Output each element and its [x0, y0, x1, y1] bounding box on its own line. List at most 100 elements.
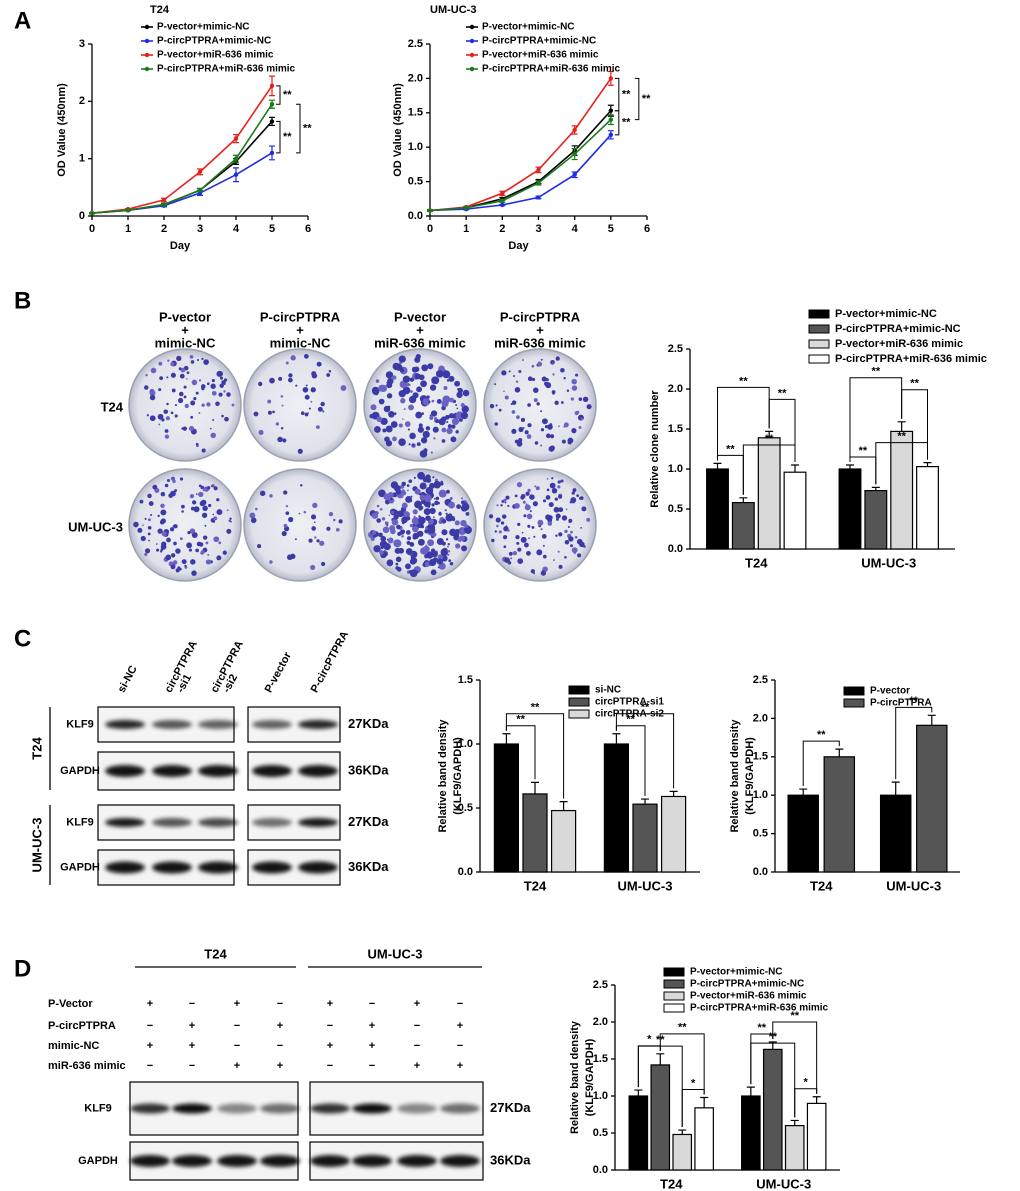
lane-label: si-NC	[116, 664, 140, 695]
error-bar	[790, 1119, 799, 1126]
colony	[218, 392, 223, 397]
condition-sign: −	[234, 1020, 240, 1032]
panel-label: A	[14, 7, 31, 34]
colony	[431, 399, 435, 403]
colony	[442, 370, 451, 379]
blot-band	[310, 1103, 350, 1114]
colony	[540, 528, 543, 531]
data-point	[536, 167, 541, 173]
colony	[534, 441, 539, 445]
colony	[549, 445, 555, 451]
legend-swatch	[663, 1003, 685, 1013]
colony	[542, 554, 547, 559]
colony	[280, 427, 284, 430]
colony	[144, 385, 149, 390]
group-header: T24	[204, 946, 227, 961]
x-tick-label: 5	[269, 223, 275, 235]
colony	[161, 531, 167, 537]
colony	[160, 491, 166, 497]
colony	[212, 418, 215, 422]
colony	[148, 539, 150, 542]
colony	[429, 415, 434, 420]
protein-label: GAPDH	[60, 765, 100, 777]
colony	[218, 541, 222, 545]
colony	[384, 436, 390, 443]
data-point	[125, 208, 131, 213]
colony	[297, 448, 303, 454]
condition-sign: +	[277, 1020, 283, 1032]
blot-band	[217, 1103, 257, 1114]
colony	[406, 382, 410, 387]
blot-band	[105, 720, 145, 729]
colony	[148, 501, 154, 506]
colony	[527, 404, 530, 407]
x-tick-label: 0	[89, 223, 95, 235]
colony	[160, 509, 167, 516]
colony	[421, 364, 429, 372]
colony	[310, 400, 313, 403]
colony	[408, 443, 411, 446]
blot-band	[152, 765, 192, 777]
colony	[576, 494, 579, 497]
bar	[806, 1102, 827, 1171]
colony	[190, 415, 194, 419]
bar	[522, 793, 548, 873]
condition-sign: −	[234, 1040, 240, 1052]
colony	[288, 373, 293, 378]
colony	[445, 499, 450, 504]
colony	[424, 561, 431, 567]
bar	[603, 743, 630, 873]
colony	[191, 570, 197, 576]
colony	[416, 442, 421, 447]
colony	[507, 504, 510, 508]
condition-sign: +	[234, 998, 240, 1010]
colony	[540, 410, 543, 413]
colony	[401, 535, 404, 538]
colony	[531, 364, 535, 368]
colony	[503, 390, 505, 393]
colony	[204, 524, 207, 527]
colony	[166, 537, 171, 543]
colony	[533, 535, 536, 538]
data-point	[269, 102, 275, 107]
colony	[534, 485, 537, 488]
colony	[512, 550, 518, 556]
significance-label: **	[726, 443, 735, 455]
colony	[422, 430, 430, 439]
colony	[563, 425, 566, 428]
colony	[405, 530, 411, 535]
colony	[503, 545, 507, 549]
colony	[448, 501, 456, 509]
colony	[431, 503, 435, 507]
y-tick-label: 2.0	[668, 383, 683, 395]
colony	[527, 376, 533, 382]
colony	[386, 524, 389, 527]
colony	[435, 370, 444, 378]
colony	[157, 514, 160, 518]
bar	[823, 756, 856, 873]
colony	[462, 389, 470, 397]
y-tick-label: 1.0	[753, 789, 768, 801]
colony	[147, 493, 152, 499]
blot-band	[198, 861, 238, 874]
colony	[200, 485, 205, 490]
y-tick-label: 0.0	[408, 210, 423, 222]
colony	[456, 407, 459, 410]
colony	[175, 548, 181, 554]
y-tick-label: 2	[79, 95, 85, 107]
legend-label: P-circPTPRA+miR-636 mimic	[157, 64, 296, 75]
colony	[175, 568, 180, 573]
size-label: 36KDa	[490, 1152, 531, 1167]
data-point	[197, 188, 203, 193]
colony	[434, 500, 439, 506]
colony	[580, 417, 584, 421]
data-point	[427, 208, 433, 213]
colony	[540, 444, 543, 447]
colony	[554, 497, 558, 501]
colony	[425, 486, 434, 495]
colony	[407, 428, 410, 431]
y-axis-label: Relative clone number	[649, 390, 661, 508]
colony	[537, 361, 541, 364]
colony	[425, 503, 429, 507]
data-point	[608, 108, 614, 113]
